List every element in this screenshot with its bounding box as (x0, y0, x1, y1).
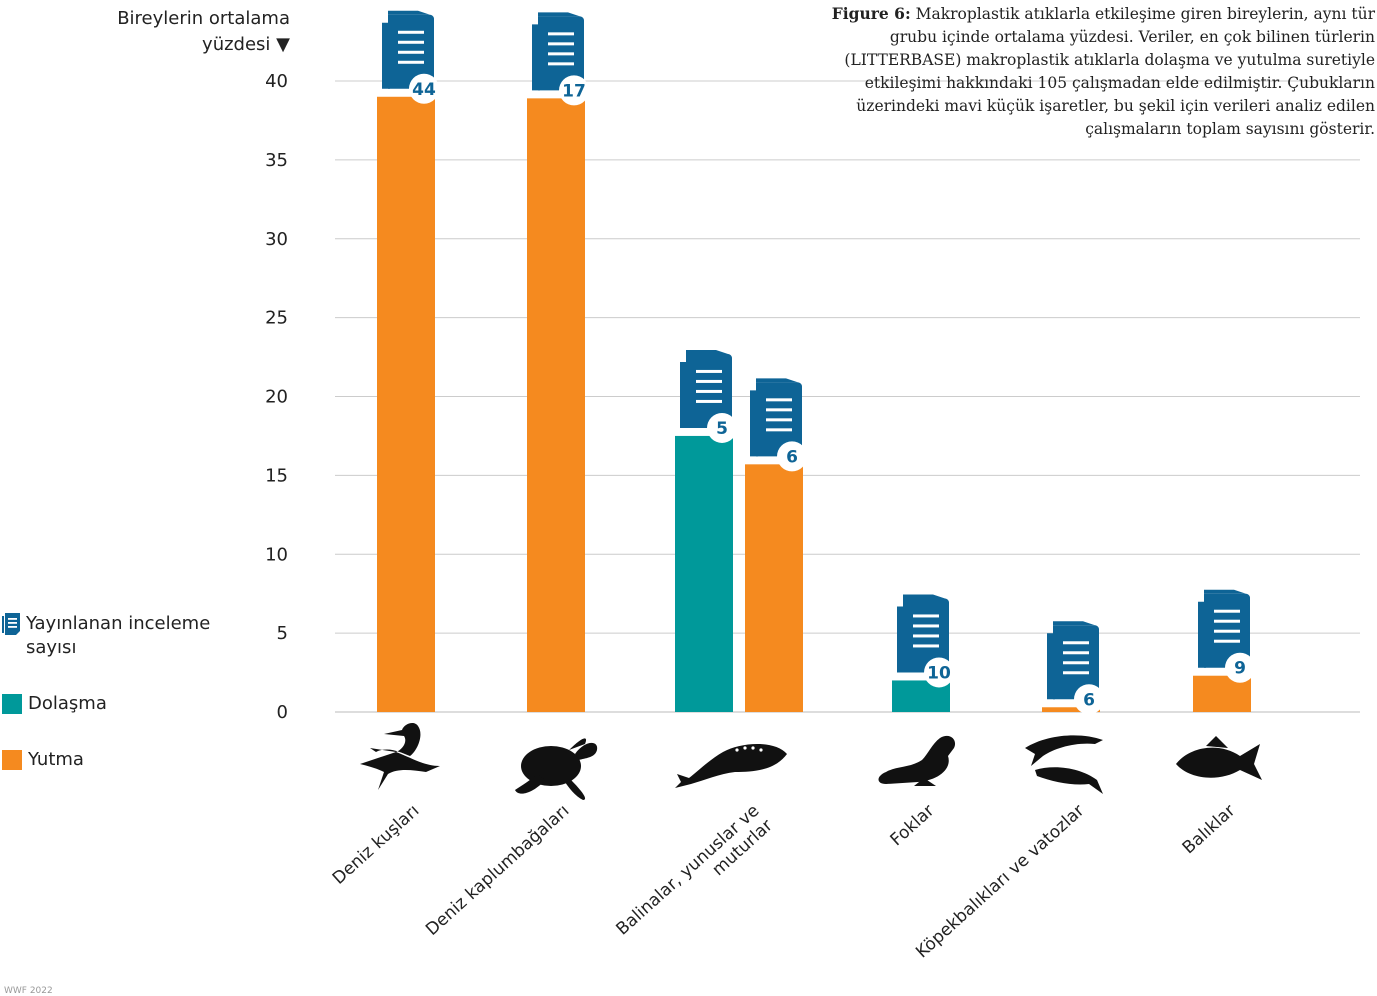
bar (377, 96, 435, 712)
legend-label-ingestion: Yutma (28, 749, 84, 770)
animal-silhouettes (360, 723, 1262, 800)
figure-caption: Figure 6: Makroplastik atıklarla etkileş… (815, 2, 1375, 141)
document-icon (2, 613, 20, 635)
footer-source: WWF 2022 (4, 986, 53, 996)
legend-label-publications: Yayınlanan inceleme sayısı (26, 613, 211, 658)
y-tick-label: 30 (265, 229, 288, 250)
document-icon: 6 (750, 378, 807, 472)
publication-badges: 44 17 5 6 10 6 9 (382, 10, 1255, 715)
sea-turtle-icon (515, 738, 598, 800)
y-tick-label: 15 (265, 465, 288, 486)
figure-label: Figure 6: (831, 4, 911, 23)
publication-count: 10 (927, 663, 951, 683)
legend-label-entanglement: Dolaşma (28, 693, 107, 714)
x-tick-label: Foklar (887, 801, 939, 850)
y-tick-label: 5 (277, 623, 288, 644)
bar (745, 464, 803, 712)
y-tick-label: 40 (265, 71, 288, 92)
publication-count: 17 (562, 81, 586, 101)
legend-item-ingestion: Yutma (2, 748, 84, 772)
bar (527, 98, 585, 713)
grid-lines (335, 80, 1360, 713)
figure-caption-text: Makroplastik atıklarla etkileşime giren … (844, 5, 1375, 138)
y-axis-ticks: 0 5 10 15 20 25 30 35 40 (265, 71, 288, 723)
document-icon: 44 (382, 10, 439, 104)
whale-icon (675, 744, 787, 788)
entanglement-swatch (2, 694, 22, 714)
fish-icon (1176, 736, 1262, 780)
legend-item-entanglement: Dolaşma (2, 692, 107, 716)
publication-count: 6 (1083, 690, 1095, 710)
legend-item-publications: Yayınlanan inceleme sayısı (2, 612, 241, 660)
document-icon: 17 (532, 12, 589, 106)
y-tick-label: 35 (265, 150, 288, 171)
document-icon: 5 (680, 349, 737, 443)
x-tick-label: Balıklar (1179, 801, 1240, 858)
x-tick-label: Deniz kaplumbağaları (422, 801, 573, 940)
shark-icon (1025, 735, 1103, 794)
y-axis-title: Bireylerin ortalama yüzdesi ▼ (117, 8, 290, 55)
x-tick-label: Köpekbalıkları ve vatozlar (912, 801, 1088, 962)
bars (377, 96, 1251, 713)
publication-count: 5 (716, 419, 728, 439)
x-tick-label: Deniz kuşları (329, 801, 424, 889)
ingestion-swatch (2, 750, 22, 770)
x-tick-label: Balinalar, yunuslar vemuturlar (613, 801, 777, 954)
seal-icon (878, 735, 956, 786)
bar (1042, 707, 1100, 712)
publication-count: 44 (412, 80, 436, 100)
bar (675, 435, 733, 712)
publication-count: 6 (786, 447, 798, 467)
y-tick-label: 25 (265, 308, 288, 329)
document-icon: 10 (897, 594, 954, 688)
y-tick-label: 20 (265, 387, 288, 408)
pelican-icon (360, 723, 440, 790)
document-icon: 9 (1198, 589, 1255, 683)
y-tick-label: 10 (265, 544, 288, 565)
y-tick-label: 0 (277, 702, 288, 723)
publication-count: 9 (1234, 659, 1246, 679)
document-icon: 6 (1047, 621, 1104, 715)
